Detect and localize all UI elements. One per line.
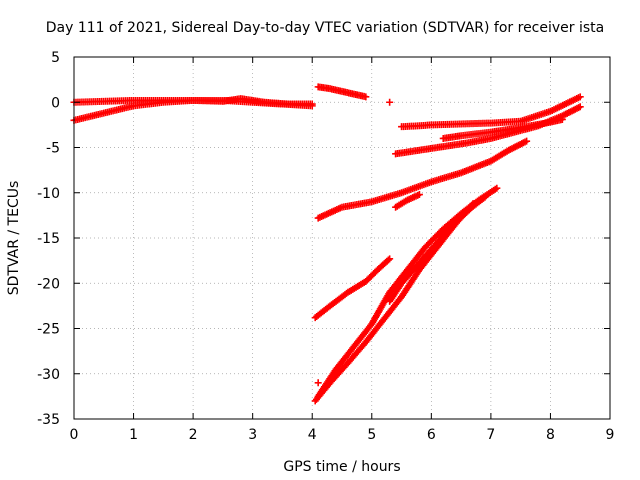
chart-title: Day 111 of 2021, Sidereal Day-to-day VTE… — [46, 20, 604, 36]
data-point — [481, 193, 489, 201]
x-tick-label: 1 — [129, 427, 138, 443]
data-point — [576, 103, 584, 111]
y-tick-label: -10 — [37, 186, 60, 202]
x-tick-label: 0 — [70, 427, 79, 443]
x-tick-label: 6 — [427, 427, 436, 443]
data-point — [523, 137, 531, 145]
x-tick-label: 9 — [606, 427, 615, 443]
series-s8 — [314, 137, 531, 222]
data-point — [386, 255, 394, 263]
series-s9 — [392, 191, 423, 211]
series-s14 — [314, 379, 322, 387]
x-tick-label: 7 — [486, 427, 495, 443]
y-tick-label: -30 — [37, 367, 60, 383]
series-s2 — [70, 96, 316, 124]
data-point — [362, 93, 370, 101]
data-point — [479, 194, 487, 202]
x-tick-label: 3 — [248, 427, 257, 443]
data-point — [558, 115, 566, 123]
series-s7 — [439, 115, 566, 142]
series-s3 — [314, 83, 370, 101]
x-tick-label: 4 — [308, 427, 317, 443]
series-s4 — [386, 98, 394, 106]
x-axis-label: GPS time / hours — [283, 459, 400, 475]
x-tick-label: 8 — [546, 427, 555, 443]
data-point — [386, 98, 394, 106]
grid-lines — [74, 57, 610, 419]
y-tick-label: -15 — [37, 231, 60, 247]
series-s5 — [398, 93, 584, 131]
data-point — [384, 256, 392, 264]
y-tick-label: -5 — [46, 141, 60, 157]
series-s10 — [311, 255, 394, 322]
data-marks — [70, 83, 584, 405]
y-tick-label: -25 — [37, 322, 60, 338]
x-tick-label: 2 — [189, 427, 198, 443]
series-s13 — [386, 193, 489, 305]
y-tick-label: -20 — [37, 276, 60, 292]
x-tick-label: 5 — [367, 427, 376, 443]
data-point — [576, 93, 584, 101]
data-point — [415, 191, 423, 199]
y-axis-label: SDTVAR / TECUs — [6, 181, 22, 296]
data-point — [314, 379, 322, 387]
axis-ticks: 0 1 2 3 4 5 6 7 8 9 5 0 -5 -10 -15 -20 -25 -30 -35 — [37, 50, 614, 443]
data-point — [308, 102, 316, 110]
y-tick-label: -35 — [37, 412, 60, 428]
y-tick-label: 0 — [51, 95, 60, 111]
y-tick-label: 5 — [51, 50, 60, 66]
data-point — [493, 184, 501, 192]
